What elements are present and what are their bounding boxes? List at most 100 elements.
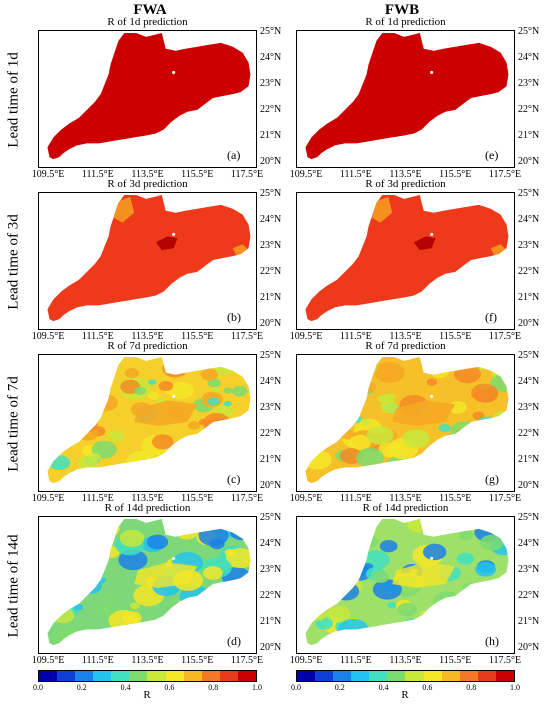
- lat-label: 25°N: [518, 188, 540, 199]
- lat-label: 24°N: [518, 52, 540, 63]
- colorbar-swatch: [201, 671, 220, 681]
- lat-label: 20°N: [260, 318, 282, 329]
- row-label-3d: Lead time of 3d: [5, 214, 22, 310]
- colorbar-swatch: [57, 671, 76, 681]
- panel-letter-0-0: (a): [227, 148, 241, 162]
- colorbar-swatch: [459, 671, 478, 681]
- colorbar-swatch: [147, 671, 166, 681]
- lon-label: 115.5°E: [439, 655, 472, 666]
- lon-label: 109.5°E: [289, 169, 323, 180]
- colorbar-swatch: [39, 671, 58, 681]
- lat-label: 25°N: [518, 26, 540, 37]
- lon-label: 117.5°E: [230, 655, 264, 666]
- lon-label: 109.5°E: [31, 331, 65, 342]
- lon-label: 113.5°E: [131, 169, 164, 180]
- lon-label: 113.5°E: [389, 169, 422, 180]
- lat-label: 23°N: [260, 564, 282, 575]
- colorbar-swatch: [297, 671, 316, 681]
- colorbar-tick: 0.2: [334, 683, 345, 692]
- colorbar-swatch: [387, 671, 406, 681]
- lon-label: 111.5°E: [339, 169, 372, 180]
- colorbar-swatch: [423, 671, 442, 681]
- lat-label: 25°N: [260, 188, 282, 199]
- colorbar-tick: 0.8: [208, 683, 219, 692]
- colorbar-swatch: [333, 671, 352, 681]
- lat-label: 25°N: [260, 512, 282, 523]
- panel-title-0-1: R of 1d prediction: [365, 16, 446, 28]
- map-panel-0-0: [38, 30, 257, 168]
- lon-label: 117.5°E: [488, 331, 522, 342]
- colorbar-swatch: [351, 671, 370, 681]
- lon-label: 115.5°E: [439, 493, 472, 504]
- column-title-fwb: FWB: [384, 2, 420, 18]
- lon-label: 115.5°E: [181, 493, 214, 504]
- panel-title-1-0: R of 3d prediction: [107, 178, 188, 190]
- row-label-1d: Lead time of 1d: [5, 52, 22, 148]
- panel-letter-2-1: (g): [485, 472, 499, 486]
- panel-letter-1-1: (f): [485, 310, 497, 324]
- lat-label: 25°N: [518, 512, 540, 523]
- map-panel-2-0: [38, 354, 257, 492]
- panel-letter-3-1: (h): [485, 634, 499, 648]
- lat-label: 23°N: [518, 240, 540, 251]
- panel-letter-0-1: (e): [485, 148, 499, 162]
- colorbar-swatch: [237, 671, 256, 681]
- colorbar-tick: 0.6: [164, 683, 175, 692]
- colorbar-tick: 0.0: [33, 683, 43, 692]
- lat-label: 24°N: [518, 214, 540, 225]
- colorbar-swatch: [405, 671, 424, 681]
- lon-label: 113.5°E: [131, 331, 164, 342]
- lat-label: 23°N: [260, 402, 282, 413]
- lon-label: 109.5°E: [289, 655, 323, 666]
- lon-label: 113.5°E: [131, 493, 164, 504]
- lat-label: 21°N: [518, 130, 540, 141]
- lat-label: 20°N: [518, 642, 540, 653]
- map-panel-2-1: [296, 354, 515, 492]
- panel-title-3-1: R of 14d prediction: [362, 502, 449, 514]
- map-panel-1-0: [38, 192, 257, 330]
- lat-label: 21°N: [518, 454, 540, 465]
- lon-label: 115.5°E: [181, 169, 214, 180]
- colorbar-tick: 1.0: [252, 683, 262, 692]
- colorbar-swatch: [93, 671, 112, 681]
- row-label-7d: Lead time of 7d: [5, 376, 22, 472]
- lon-label: 111.5°E: [81, 169, 114, 180]
- lat-label: 24°N: [518, 538, 540, 549]
- lon-label: 111.5°E: [339, 331, 372, 342]
- lon-label: 117.5°E: [230, 331, 264, 342]
- panel-title-2-0: R of 7d prediction: [107, 340, 188, 352]
- lat-label: 21°N: [260, 292, 282, 303]
- lat-label: 24°N: [260, 52, 282, 63]
- lat-label: 20°N: [518, 318, 540, 329]
- colorbar-tick: 0.4: [378, 683, 389, 692]
- colorbar-label-fwb: R: [401, 689, 409, 701]
- panel-letter-1-0: (b): [227, 310, 241, 324]
- lat-label: 21°N: [260, 130, 282, 141]
- lat-label: 22°N: [518, 590, 540, 601]
- column-title-fwa: FWA: [133, 2, 167, 18]
- lon-label: 115.5°E: [181, 655, 214, 666]
- colorbar-tick: 0.4: [120, 683, 131, 692]
- lat-label: 22°N: [260, 104, 282, 115]
- lat-label: 23°N: [518, 78, 540, 89]
- lon-label: 113.5°E: [389, 331, 422, 342]
- map-panel-3-0: [38, 516, 257, 654]
- lat-label: 20°N: [518, 156, 540, 167]
- lat-label: 22°N: [260, 266, 282, 277]
- lat-label: 25°N: [260, 350, 282, 361]
- lon-label: 111.5°E: [339, 493, 372, 504]
- panel-title-3-0: R of 14d prediction: [104, 502, 191, 514]
- panel-letter-2-0: (c): [227, 472, 241, 486]
- lon-label: 113.5°E: [389, 493, 422, 504]
- panel-letter-3-0: (d): [227, 634, 241, 648]
- lat-label: 23°N: [260, 240, 282, 251]
- lat-label: 24°N: [260, 538, 282, 549]
- colorbar-tick: 0.2: [76, 683, 87, 692]
- colorbar-tick: 0.8: [466, 683, 477, 692]
- lon-label: 109.5°E: [31, 169, 65, 180]
- lat-label: 22°N: [518, 266, 540, 277]
- panel-title-0-0: R of 1d prediction: [107, 16, 188, 28]
- colorbar-swatch: [129, 671, 148, 681]
- lon-label: 117.5°E: [488, 493, 522, 504]
- lat-label: 21°N: [518, 292, 540, 303]
